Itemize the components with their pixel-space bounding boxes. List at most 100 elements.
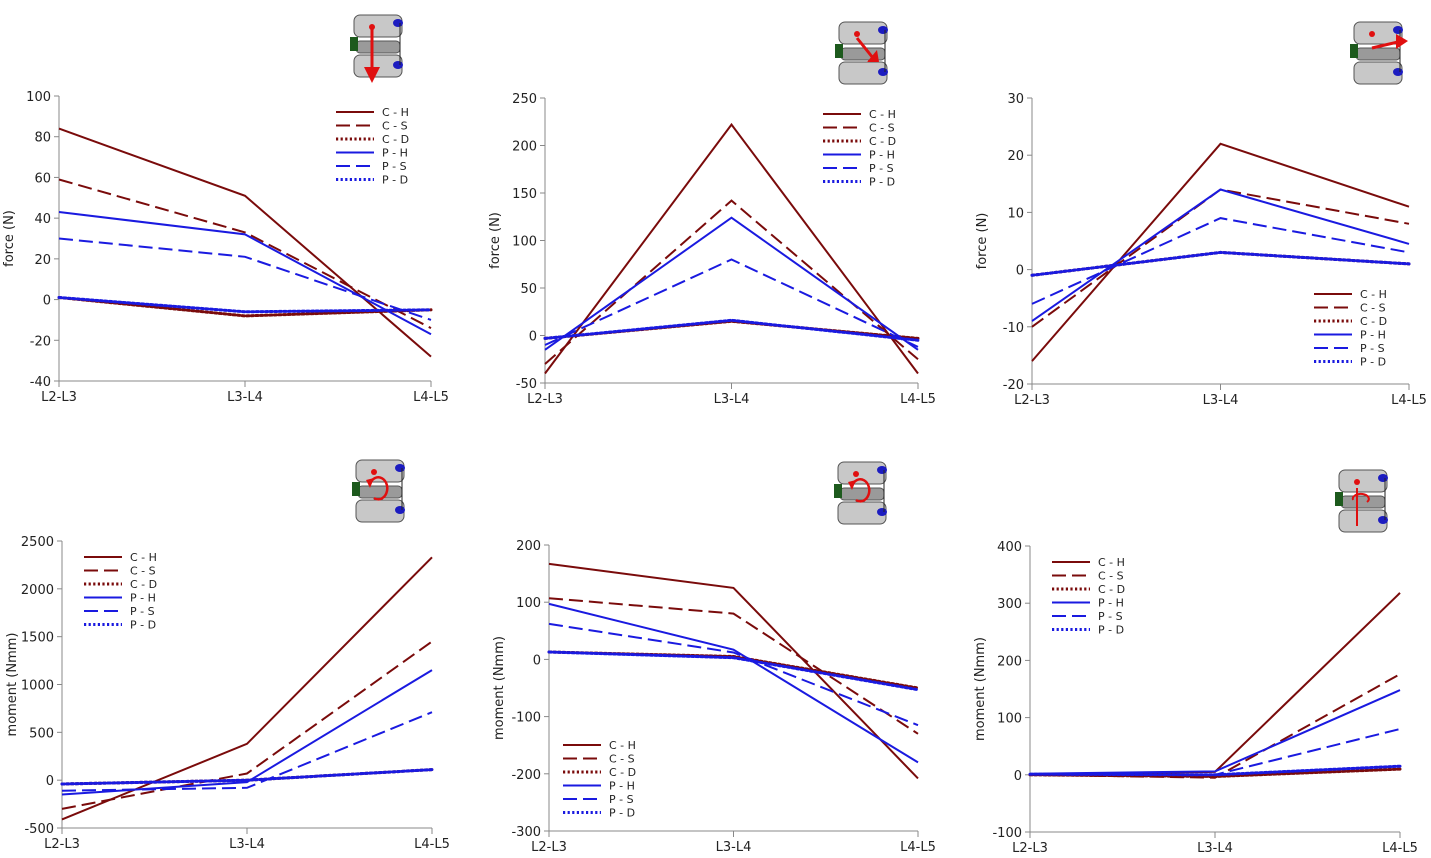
joint-point-icon [371, 469, 377, 475]
y-axis-label: force (N) [975, 213, 990, 270]
y-tick-label: 100 [997, 712, 1022, 727]
series-line-c-s [58, 178, 432, 329]
legend-label: C - H [130, 551, 157, 564]
implant-marker-icon [352, 482, 360, 496]
series-line-p-d [547, 650, 920, 692]
facet-cap-icon [393, 19, 403, 27]
series-line-c-s [548, 597, 919, 735]
series-line-c-h [544, 122, 919, 375]
facet-cap-icon [1393, 26, 1403, 34]
y-axis-label: force (N) [2, 210, 17, 267]
moment-rotate-head-icon [848, 480, 856, 490]
moment-rotate-icon [1351, 492, 1370, 503]
vertebra-upper-icon [355, 459, 405, 483]
legend-label: C - S [869, 122, 895, 135]
y-axis-label: moment (Nmm) [973, 637, 988, 741]
series-line-p-s [1031, 217, 1410, 305]
implant-marker-icon [834, 484, 842, 498]
joint-point-icon [853, 471, 859, 477]
y-tick-label: -100 [511, 711, 541, 726]
facet-cap-icon [878, 68, 888, 76]
legend-label: C - S [130, 565, 156, 578]
legend-label: C - D [1098, 583, 1125, 596]
series-line-c-d [1030, 250, 1411, 277]
series-line-p-h [544, 216, 919, 351]
series-line-c-h [61, 556, 433, 821]
x-tick-label: L3-L4 [229, 837, 265, 852]
series-line-p-h [61, 669, 433, 796]
series-line-c-h [58, 127, 432, 358]
y-tick-label: 30 [1007, 92, 1024, 107]
series-line-p-s [544, 258, 919, 348]
series-line-p-h [58, 211, 432, 336]
chart-panel-3: -20 -10 0 10 20 30 L2-L3 L3-L4 L4-L5 force (N) C -… [975, 21, 1427, 408]
legend-label: C - H [1360, 288, 1387, 301]
disc-icon [839, 487, 885, 501]
chart-panel-6: -100 0 100 200 300 400 L2-L3 L3-L4 L4-L5 moment (… [973, 469, 1418, 856]
y-tick-label: 0 [533, 653, 541, 668]
facet-cap-icon [1393, 68, 1403, 76]
y-tick-label: -50 [516, 377, 537, 392]
legend-label: P - S [1360, 342, 1385, 355]
chart-panel-1: -40 -20 0 20 40 60 80 100 L2-L3 L3-L4 L4-L5 force (… [2, 14, 449, 405]
facet-cap-icon [1378, 516, 1388, 524]
legend-label: P - H [1360, 329, 1386, 342]
series-line-p-h [548, 602, 919, 764]
legend-label: C - D [1360, 315, 1387, 328]
x-tick-label: L2-L3 [1012, 841, 1048, 856]
spine-segment-icon [835, 21, 888, 85]
y-tick-label: 250 [512, 92, 537, 107]
y-tick-label: 0 [1014, 769, 1022, 784]
spine-segment-icon [1350, 21, 1408, 85]
series-line-c-d [543, 319, 920, 340]
x-tick-label: L2-L3 [41, 390, 77, 405]
legend-label: P - D [869, 176, 895, 189]
series-line-p-h [1029, 689, 1401, 775]
disc-icon [1355, 47, 1401, 61]
legend-label: P - H [609, 780, 635, 793]
force-arrow-head-icon [1396, 34, 1408, 49]
legend-label: P - H [1098, 597, 1124, 610]
facet-cap-icon [395, 464, 405, 472]
legend-label: P - H [382, 147, 408, 160]
y-tick-label: -20 [1003, 378, 1024, 393]
y-tick-label: 200 [512, 140, 537, 155]
legend-label: C - H [869, 108, 896, 121]
x-tick-label: L2-L3 [531, 840, 567, 855]
chart-panel-4: -500 0 500 1000 1500 2000 2500 L2-L3 L3-L4 L4-L5 m… [5, 459, 450, 852]
y-axis-label: moment (Nmm) [5, 633, 20, 737]
legend-label: C - D [869, 135, 896, 148]
x-tick-label: L3-L4 [1203, 393, 1239, 408]
facet-cap-icon [877, 508, 887, 516]
legend-label: P - S [1098, 610, 1123, 623]
legend-label: C - D [382, 133, 409, 146]
spine-segment-icon [1335, 469, 1388, 533]
legend-label: C - S [609, 753, 635, 766]
y-tick-label: 150 [512, 187, 537, 202]
series-line-p-d [60, 768, 434, 786]
disc-icon [355, 40, 401, 54]
spine-segment-icon [834, 461, 887, 525]
implant-marker-icon [350, 37, 358, 51]
facet-cap-icon [878, 26, 888, 34]
series-line-c-s [1031, 188, 1410, 328]
legend-label: P - S [869, 162, 894, 175]
facet-cap-icon [877, 466, 887, 474]
facet-cap-icon [393, 61, 403, 69]
y-tick-label: 100 [516, 596, 541, 611]
y-tick-label: 400 [997, 540, 1022, 555]
legend-label: C - D [609, 766, 636, 779]
y-tick-label: 20 [1007, 149, 1024, 164]
x-tick-label: L2-L3 [44, 837, 80, 852]
y-tick-label: 80 [34, 131, 51, 146]
series-line-p-s [61, 711, 433, 792]
series-line-c-h [1031, 142, 1410, 362]
joint-point-icon [1369, 31, 1375, 37]
legend-label: P - D [609, 807, 635, 820]
force-arrow-head-icon [364, 67, 380, 83]
legend-label: C - H [382, 106, 409, 119]
y-tick-label: -200 [511, 768, 541, 783]
joint-point-icon [854, 31, 860, 37]
series-line-p-d [543, 318, 920, 342]
